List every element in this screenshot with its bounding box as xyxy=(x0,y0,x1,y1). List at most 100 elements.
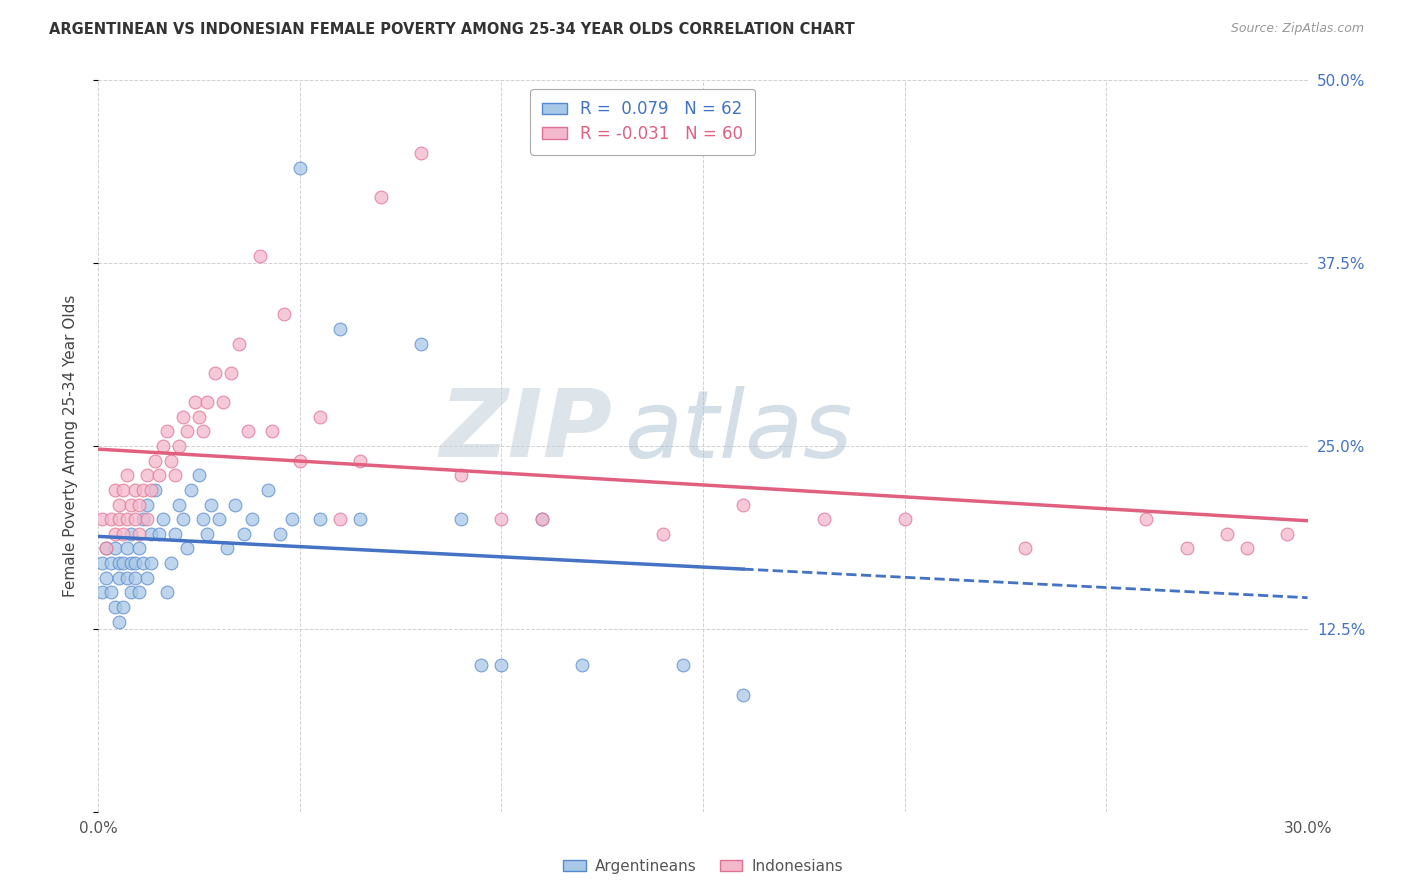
Point xyxy=(571,658,593,673)
Point xyxy=(156,585,179,599)
Point xyxy=(100,512,122,526)
Point xyxy=(120,585,142,599)
Point xyxy=(91,512,114,526)
Point xyxy=(309,512,332,526)
Point xyxy=(893,512,915,526)
Point xyxy=(124,512,146,526)
Point xyxy=(120,498,142,512)
Point xyxy=(107,556,129,570)
Point xyxy=(288,161,311,175)
Legend: Argentineans, Indonesians: Argentineans, Indonesians xyxy=(557,853,849,880)
Point xyxy=(1175,541,1198,556)
Point xyxy=(111,526,134,541)
Point xyxy=(111,599,134,614)
Point xyxy=(176,541,198,556)
Point xyxy=(813,512,835,526)
Point xyxy=(148,526,170,541)
Point xyxy=(107,571,129,585)
Point xyxy=(124,483,146,497)
Point xyxy=(733,498,755,512)
Point xyxy=(195,526,218,541)
Point xyxy=(188,468,211,483)
Point xyxy=(132,556,155,570)
Point xyxy=(256,483,278,497)
Point xyxy=(132,483,155,497)
Point xyxy=(103,541,125,556)
Point xyxy=(103,599,125,614)
Point xyxy=(1135,512,1157,526)
Point xyxy=(1236,541,1258,556)
Point xyxy=(212,395,235,409)
Point xyxy=(115,541,138,556)
Y-axis label: Female Poverty Among 25-34 Year Olds: Female Poverty Among 25-34 Year Olds xyxy=(63,295,77,597)
Point xyxy=(204,366,226,380)
Point xyxy=(100,585,122,599)
Point xyxy=(470,658,492,673)
Point xyxy=(288,453,311,467)
Point xyxy=(530,512,553,526)
Point xyxy=(120,526,142,541)
Point xyxy=(172,512,194,526)
Legend: R =  0.079   N = 62, R = -0.031   N = 60: R = 0.079 N = 62, R = -0.031 N = 60 xyxy=(530,88,755,154)
Point xyxy=(115,512,138,526)
Point xyxy=(450,512,472,526)
Point xyxy=(193,425,215,439)
Point xyxy=(167,439,190,453)
Text: ZIP: ZIP xyxy=(440,385,613,477)
Point xyxy=(128,585,150,599)
Point xyxy=(103,483,125,497)
Point xyxy=(163,468,186,483)
Point xyxy=(1216,526,1239,541)
Point xyxy=(200,498,222,512)
Point xyxy=(156,425,179,439)
Point xyxy=(124,571,146,585)
Point xyxy=(491,512,513,526)
Point xyxy=(733,688,755,702)
Point xyxy=(160,453,183,467)
Point xyxy=(135,498,157,512)
Point xyxy=(139,483,162,497)
Point xyxy=(530,512,553,526)
Point xyxy=(124,556,146,570)
Point xyxy=(120,556,142,570)
Point xyxy=(111,556,134,570)
Point xyxy=(491,658,513,673)
Point xyxy=(91,556,114,570)
Point xyxy=(409,336,432,351)
Point xyxy=(193,512,215,526)
Point xyxy=(217,541,239,556)
Point xyxy=(115,571,138,585)
Point xyxy=(139,556,162,570)
Point xyxy=(273,307,295,321)
Point xyxy=(128,498,150,512)
Text: ARGENTINEAN VS INDONESIAN FEMALE POVERTY AMONG 25-34 YEAR OLDS CORRELATION CHART: ARGENTINEAN VS INDONESIAN FEMALE POVERTY… xyxy=(49,22,855,37)
Point xyxy=(349,453,371,467)
Point xyxy=(148,468,170,483)
Point xyxy=(651,526,673,541)
Point xyxy=(135,571,157,585)
Point xyxy=(309,409,332,424)
Point xyxy=(236,425,259,439)
Point xyxy=(96,571,118,585)
Point xyxy=(160,556,183,570)
Point xyxy=(370,190,392,204)
Point xyxy=(163,526,186,541)
Point xyxy=(232,526,254,541)
Point xyxy=(281,512,304,526)
Point xyxy=(96,541,118,556)
Text: atlas: atlas xyxy=(624,386,852,477)
Point xyxy=(450,468,472,483)
Point xyxy=(240,512,263,526)
Point xyxy=(107,512,129,526)
Point xyxy=(132,512,155,526)
Point xyxy=(100,556,122,570)
Point xyxy=(260,425,283,439)
Point xyxy=(152,512,174,526)
Point xyxy=(221,366,243,380)
Point xyxy=(107,615,129,629)
Point xyxy=(329,322,352,336)
Point xyxy=(167,498,190,512)
Point xyxy=(176,425,198,439)
Point xyxy=(107,498,129,512)
Point xyxy=(228,336,250,351)
